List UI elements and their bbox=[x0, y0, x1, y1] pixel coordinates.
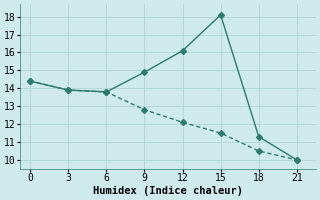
X-axis label: Humidex (Indice chaleur): Humidex (Indice chaleur) bbox=[93, 186, 243, 196]
